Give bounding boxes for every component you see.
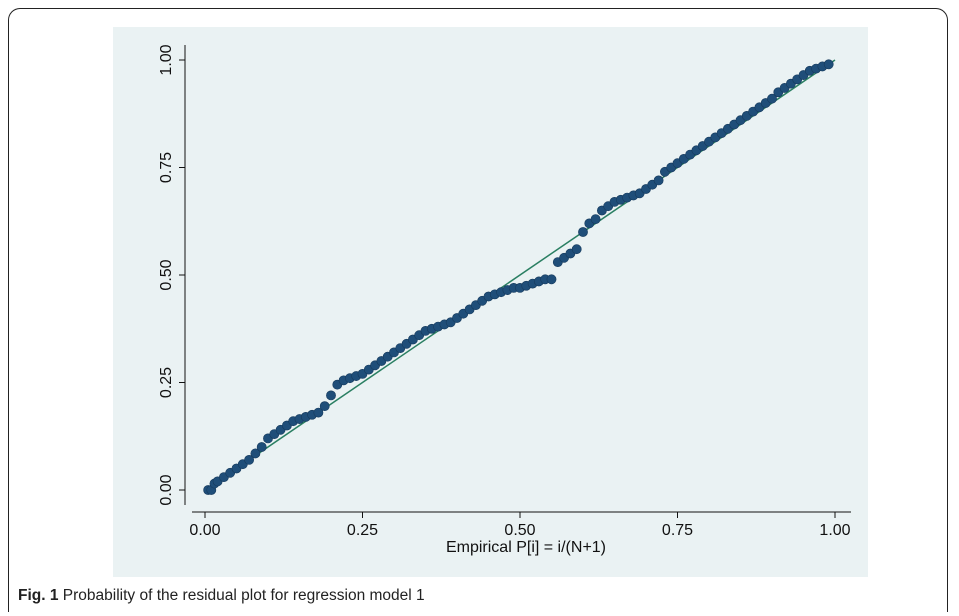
data-point — [244, 454, 254, 465]
y-tick-label: 1.00 — [158, 44, 175, 75]
plot-axes: 0.00 0.25 0.50 0.75 1.00 0.00 0.25 0.50 0.75 1.00 — [158, 44, 851, 539]
y-tick-label: 0.50 — [158, 259, 175, 290]
data-point — [590, 214, 601, 224]
data-point — [823, 59, 834, 70]
data-point — [571, 244, 582, 255]
data-point — [319, 401, 330, 412]
figure-caption: Fig. 1 Probability of the residual plot … — [18, 587, 425, 605]
x-tick-label: 0.75 — [662, 522, 693, 539]
data-point — [256, 442, 267, 452]
data-points — [203, 59, 834, 495]
data-point — [250, 448, 261, 459]
y-tick-label: 0.00 — [158, 474, 175, 505]
y-tick-label: 0.25 — [158, 367, 175, 398]
data-point — [578, 227, 588, 237]
data-point — [326, 390, 336, 401]
figure-frame — [8, 8, 948, 612]
caption-label: Fig. 1 — [18, 587, 59, 604]
x-tick-label: 0.50 — [504, 522, 535, 539]
x-tick-label: 0.25 — [347, 522, 378, 539]
data-point — [767, 93, 777, 104]
x-tick-label: 0.00 — [189, 522, 220, 539]
data-point — [653, 175, 664, 186]
data-point — [313, 407, 324, 418]
y-tick-label: 0.75 — [158, 152, 175, 183]
x-tick-label: 1.00 — [819, 522, 850, 539]
caption-text: Probability of the residual plot for reg… — [62, 587, 425, 604]
x-axis-title: Empirical P[i] = i/(N+1) — [446, 539, 606, 556]
data-point — [546, 274, 557, 285]
